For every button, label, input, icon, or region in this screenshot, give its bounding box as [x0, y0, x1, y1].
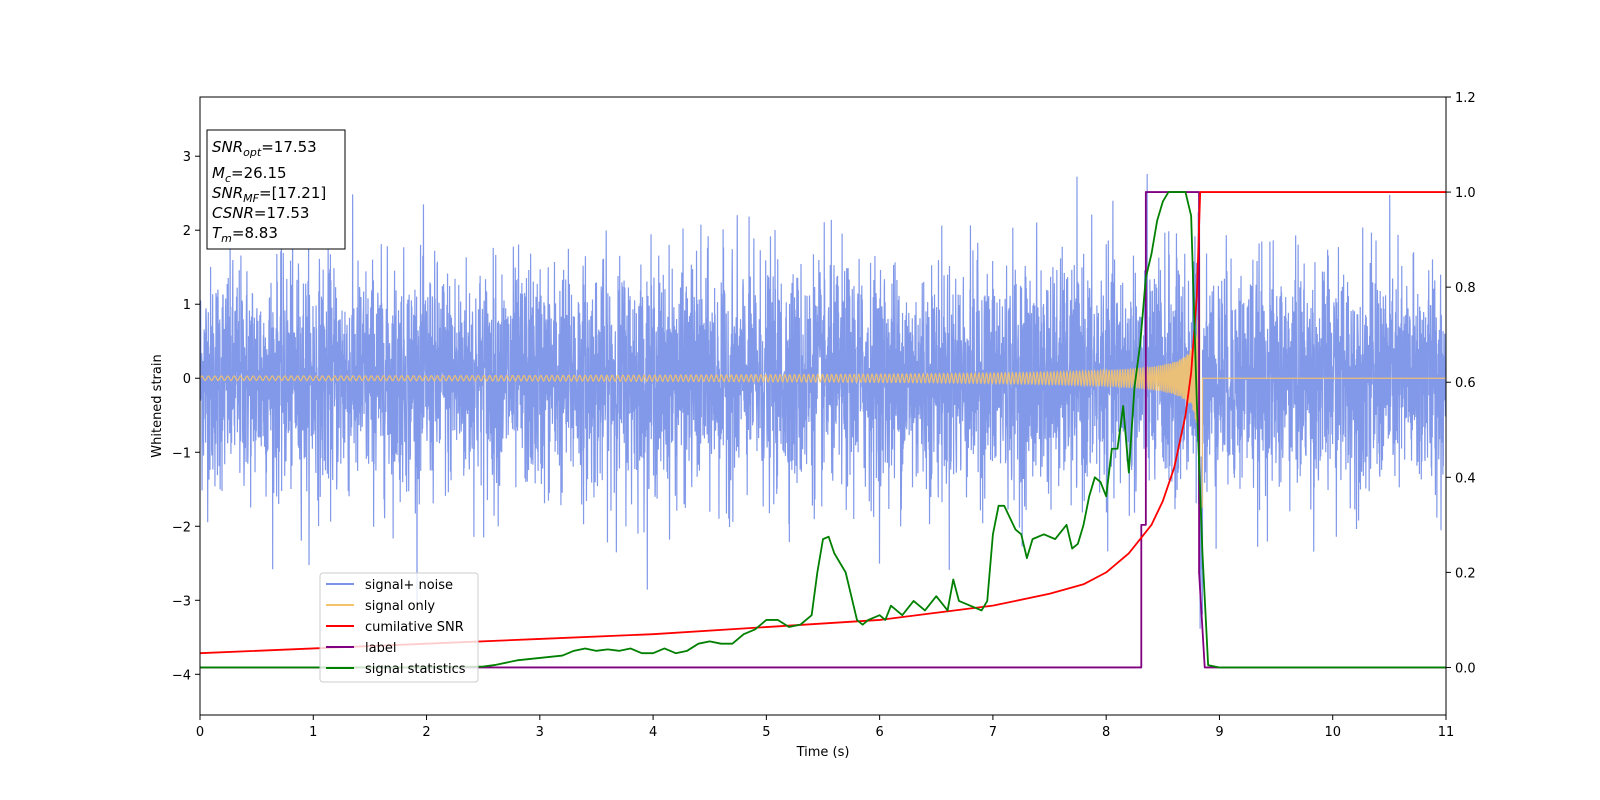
- x-tick-label: 5: [762, 725, 770, 740]
- csnr-value: =17.53: [254, 204, 310, 222]
- x-tick-label: 6: [875, 725, 883, 740]
- y-right-tick-label: 0.6: [1455, 376, 1476, 391]
- y-axis-right-ticks: 0.0 0.2 0.4 0.6 0.8 1.0 1.2: [1446, 91, 1476, 676]
- info-snr-opt: SNRopt=17.53: [212, 138, 317, 159]
- tm-value: =8.83: [232, 224, 278, 242]
- y-left-tick-label: 1: [183, 298, 191, 313]
- y-left-tick-label: 0: [183, 372, 191, 387]
- y-right-tick-label: 0.4: [1455, 471, 1476, 486]
- info-tm: Tm=8.83: [212, 224, 278, 245]
- x-tick-label: 8: [1102, 725, 1110, 740]
- mc-sub: c: [225, 172, 231, 185]
- legend-label-label: label: [365, 641, 396, 656]
- series-signal-noise-line: [200, 173, 1446, 629]
- x-axis-ticks: 0 1 2 3 4 5 6 7 8 9 10 11: [196, 715, 1454, 740]
- legend-frame: [319, 572, 479, 683]
- y-right-tick-label: 0.8: [1455, 281, 1476, 296]
- y-right-tick-label: 1.0: [1455, 186, 1476, 201]
- y-left-tick-label: 2: [183, 224, 191, 239]
- series-label-line: [200, 191, 1446, 669]
- info-box-frame: [206, 129, 346, 250]
- plot-frame: [199, 96, 1447, 716]
- legend-label-signal-statistics: signal statistics: [365, 662, 466, 677]
- snr-opt-sub: opt: [243, 146, 262, 159]
- tm-sub: m: [221, 232, 232, 245]
- info-csnr: CSNR=17.53: [212, 204, 309, 222]
- mc-value: =26.15: [231, 164, 287, 182]
- x-tick-label: 1: [309, 725, 317, 740]
- legend-label-cumulative-snr: cumilative SNR: [365, 620, 464, 635]
- snr-opt-value: =17.53: [261, 138, 317, 156]
- y-left-tick-label: −1: [172, 446, 191, 461]
- snr-mf-sub: MF: [243, 192, 259, 205]
- csnr-base: CSNR: [212, 204, 254, 222]
- y-left-tick-label: 3: [183, 150, 191, 165]
- x-tick-label: 7: [989, 725, 997, 740]
- info-snr-mf: SNRMF=[17.21]: [212, 184, 326, 205]
- y-axis-left-ticks: −4 −3 −2 −1 0 1 2 3: [172, 150, 200, 683]
- legend-label-signal-only: signal only: [365, 599, 435, 614]
- series-signal-only-line: [200, 254, 1446, 508]
- y-right-tick-label: 0.0: [1455, 661, 1476, 676]
- y-left-tick-label: −3: [172, 594, 191, 609]
- y-left-tick-label: −4: [172, 668, 191, 683]
- series-layer: [200, 173, 1446, 669]
- x-tick-label: 3: [536, 725, 544, 740]
- y-right-tick-label: 0.2: [1455, 566, 1476, 581]
- x-tick-label: 11: [1438, 725, 1455, 740]
- tm-base: T: [212, 224, 223, 242]
- mc-base: M: [212, 164, 225, 182]
- legend: signal+ noise signal only cumilative SNR…: [319, 572, 479, 683]
- snr-mf-base: SNR: [212, 184, 243, 202]
- x-tick-label: 10: [1324, 725, 1341, 740]
- x-tick-label: 0: [196, 725, 204, 740]
- x-tick-label: 4: [649, 725, 657, 740]
- snr-mf-value: =[17.21]: [259, 184, 326, 202]
- y-left-tick-label: −2: [172, 520, 191, 535]
- y-axis-label: Whitened strain: [150, 354, 165, 457]
- x-axis-label: Time (s): [796, 745, 850, 760]
- snr-opt-base: SNR: [212, 138, 243, 156]
- x-tick-label: 9: [1215, 725, 1223, 740]
- info-mc: Mc=26.15: [212, 164, 287, 185]
- info-box: SNRopt=17.53 Mc=26.15 SNRMF=[17.21] CSNR…: [206, 129, 346, 250]
- y-right-tick-label: 1.2: [1455, 91, 1476, 106]
- x-tick-label: 2: [422, 725, 430, 740]
- series-signal-statistics-line: [200, 191, 1446, 669]
- series-cumulative-snr-line: [200, 191, 1446, 655]
- legend-label-signal-noise: signal+ noise: [365, 578, 453, 593]
